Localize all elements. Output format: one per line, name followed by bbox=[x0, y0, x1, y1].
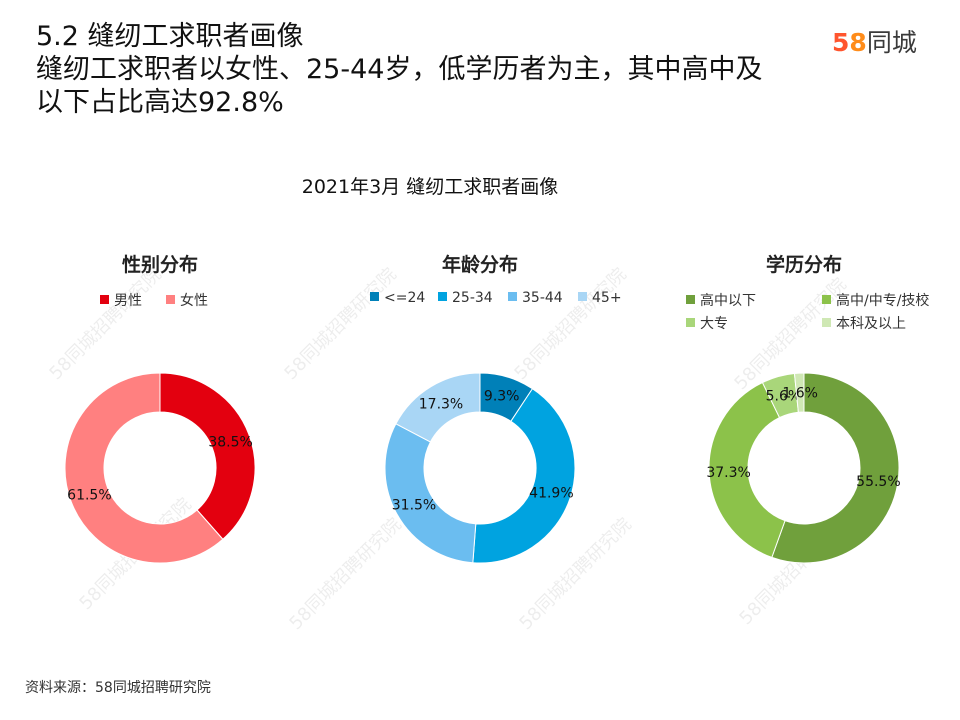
logo-digit-8: 8 bbox=[849, 28, 867, 57]
age-panel: 年龄分布 <=24 25-34 35-44 45+ 9.3% 41.9% 31.5%… bbox=[330, 250, 630, 580]
legend-item: 大专 bbox=[686, 313, 728, 333]
legend-label: 高中以下 bbox=[700, 293, 756, 309]
legend-swatch bbox=[822, 295, 831, 304]
donut-data-label-0: 9.3% bbox=[484, 389, 520, 405]
age-donut-chart: 9.3% 41.9% 31.5% 17.3% bbox=[384, 372, 576, 564]
donut-data-label-3: 17.3% bbox=[419, 396, 463, 412]
legend-swatch bbox=[100, 295, 109, 304]
brand-logo: 58同城 bbox=[832, 27, 917, 59]
legend-item: 男性 bbox=[100, 290, 142, 310]
donut-data-label-1: 37.3% bbox=[706, 465, 750, 481]
page-heading: 5.2 缝纫工求职者画像 缝纫工求职者以女性、25-44岁，低学历者为主，其中高… bbox=[36, 20, 836, 119]
legend-swatch bbox=[578, 292, 587, 301]
donut-slice-2 bbox=[384, 423, 477, 564]
education-donut-chart: 55.5% 37.3% 5.6%1.6% bbox=[706, 372, 901, 564]
donut-data-label-1: 41.9% bbox=[529, 486, 573, 502]
donut-data-label-0: 38.5% bbox=[208, 434, 252, 450]
logo-name: 同城 bbox=[866, 28, 917, 57]
age-panel-title: 年龄分布 bbox=[441, 254, 518, 276]
legend-label: 高中/中专/技校 bbox=[836, 293, 930, 309]
legend-label: 35-44 bbox=[522, 290, 563, 306]
legend-label: 男性 bbox=[114, 293, 142, 309]
chart-title: 2021年3月 缝纫工求职者画像 bbox=[301, 176, 559, 198]
legend-swatch bbox=[438, 292, 447, 301]
legend-swatch bbox=[686, 295, 695, 304]
section-title: 5.2 缝纫工求职者画像 bbox=[36, 21, 304, 52]
gender-panel-title: 性别分布 bbox=[121, 254, 198, 276]
subtitle-line-2: 以下占比高达92.8% bbox=[36, 87, 284, 118]
donut-data-label-1: 61.5% bbox=[67, 488, 111, 504]
legend-label: 女性 bbox=[180, 293, 208, 309]
legend-swatch bbox=[686, 318, 695, 327]
legend-swatch bbox=[508, 292, 517, 301]
donut-data-label-3: 1.6% bbox=[782, 386, 818, 402]
donut-slice-1 bbox=[472, 388, 576, 564]
logo-digit-5: 5 bbox=[832, 28, 850, 57]
donut-slice-3 bbox=[793, 372, 805, 413]
education-panel-title: 学历分布 bbox=[765, 254, 842, 276]
gender-donut-chart: 38.5% 61.5% bbox=[64, 372, 256, 564]
legend-label: 25-34 bbox=[452, 290, 493, 306]
donut-data-label-2: 31.5% bbox=[392, 498, 436, 514]
legend-label: 大专 bbox=[700, 316, 728, 332]
legend-item: 女性 bbox=[166, 290, 208, 310]
legend-label: <=24 bbox=[384, 290, 426, 306]
donut-data-label-0: 55.5% bbox=[856, 474, 900, 490]
donut-data-label-2: 5.6% bbox=[766, 388, 802, 404]
donut-slice-0 bbox=[771, 372, 900, 564]
legend-item: 高中/中专/技校 bbox=[822, 290, 929, 310]
legend-item: <=24 bbox=[370, 290, 425, 306]
donut-slice-0 bbox=[159, 372, 256, 540]
gender-panel: 性别分布 男性 女性 38.5% 61.5% bbox=[10, 250, 310, 580]
legend-item: 35-44 bbox=[508, 290, 563, 306]
legend-label: 45+ bbox=[592, 290, 622, 306]
legend-item: 本科及以上 bbox=[822, 313, 906, 333]
donut-slice-3 bbox=[395, 372, 481, 443]
legend-swatch bbox=[822, 318, 831, 327]
legend-item: 45+ bbox=[578, 290, 622, 306]
legend-swatch bbox=[166, 295, 175, 304]
legend-item: 高中以下 bbox=[686, 290, 756, 310]
legend-swatch bbox=[370, 292, 379, 301]
legend-item: 25-34 bbox=[438, 290, 493, 306]
education-panel: 学历分布 高中以下 高中/中专/技校 大专 本科及以上 55.5% 37.3% 5.… bbox=[654, 250, 954, 580]
donut-slice-1 bbox=[708, 381, 786, 559]
donut-slice-1 bbox=[64, 372, 224, 564]
source-note: 资料来源：58同城招聘研究院 bbox=[25, 680, 211, 696]
subtitle-line-1: 缝纫工求职者以女性、25-44岁，低学历者为主，其中高中及 bbox=[36, 54, 763, 85]
legend-label: 本科及以上 bbox=[836, 316, 906, 332]
